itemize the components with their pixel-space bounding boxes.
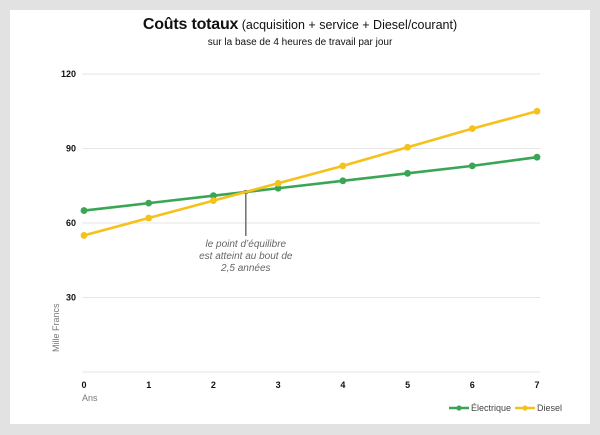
data-point <box>404 169 411 177</box>
series-line <box>83 109 538 237</box>
data-point <box>339 162 347 170</box>
annotation-text: 2,5 années <box>220 263 271 274</box>
y-tick-label: 90 <box>66 144 76 154</box>
legend-item: Diesel <box>515 403 562 413</box>
chart-title-suffix: (acquisition + service + Diesel/courant) <box>241 18 458 32</box>
y-tick-label: 60 <box>66 218 76 228</box>
x-tick-label: 2 <box>211 380 216 390</box>
data-point <box>533 153 541 161</box>
y-tick-label: 120 <box>61 69 76 79</box>
data-point <box>80 207 88 214</box>
data-point <box>468 125 476 133</box>
chart-card <box>10 10 590 424</box>
chart-title: Coûts totaux (acquisition + service + Di… <box>0 16 600 34</box>
x-tick-label: 6 <box>470 380 475 390</box>
grid-lines <box>82 73 540 373</box>
data-point <box>274 184 282 192</box>
x-tick-label: 5 <box>405 380 410 390</box>
x-axis-label: Ans <box>82 393 98 403</box>
data-point <box>145 199 153 207</box>
legend-swatch-dot <box>456 405 462 411</box>
data-point <box>210 192 217 200</box>
x-tick-label: 3 <box>276 380 281 390</box>
y-tick-labels: 30 60 90 120 <box>61 69 76 303</box>
annotation-text: le point d’équilibre <box>205 239 286 250</box>
data-point <box>210 197 217 205</box>
annotation-text: est atteint au bout de <box>199 251 293 262</box>
legend-item: Électrique <box>449 403 511 413</box>
series-lectrique <box>80 153 541 214</box>
data-point <box>339 177 347 185</box>
x-tick-labels: 0 1 2 3 4 5 6 7 <box>81 380 539 390</box>
legend: Électrique Diesel <box>449 403 562 413</box>
x-tick-label: 1 <box>146 380 151 390</box>
series-diesel <box>80 107 541 239</box>
y-tick-label: 30 <box>66 293 76 303</box>
data-point <box>404 143 411 151</box>
x-tick-label: 7 <box>534 380 539 390</box>
chart-title-main: Coûts totaux <box>142 16 239 33</box>
x-tick-label: 0 <box>81 380 86 390</box>
legend-label: Électrique <box>471 403 511 413</box>
x-tick-label: 4 <box>340 380 345 390</box>
data-point <box>80 232 88 239</box>
y-axis-label: Mille Francs <box>51 303 61 352</box>
data-point <box>145 214 153 222</box>
data-point <box>274 179 282 187</box>
legend-swatch-dot <box>522 405 528 411</box>
data-series <box>80 107 541 239</box>
legend-label: Diesel <box>537 403 562 413</box>
series-line <box>83 155 538 212</box>
data-point <box>533 107 541 115</box>
chart-subtitle: sur la base de 4 heures de travail par j… <box>207 37 393 48</box>
data-point <box>468 162 476 170</box>
